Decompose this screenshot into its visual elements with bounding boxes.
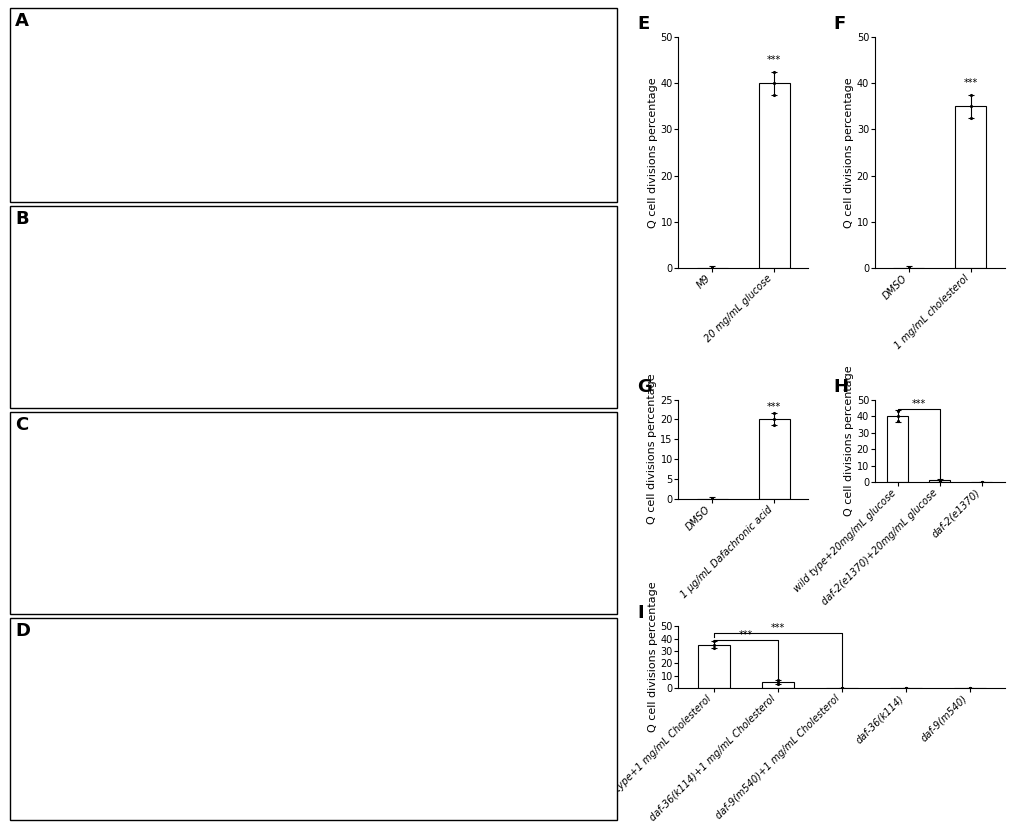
Y-axis label: Q cell divisions percentage: Q cell divisions percentage bbox=[647, 374, 657, 524]
Bar bbox=[697, 644, 729, 688]
Y-axis label: Q cell divisions percentage: Q cell divisions percentage bbox=[647, 582, 657, 733]
Bar bbox=[928, 480, 950, 482]
Text: A: A bbox=[15, 12, 30, 30]
Text: ***: *** bbox=[963, 77, 977, 88]
Bar bbox=[758, 83, 789, 268]
Text: ***: *** bbox=[766, 401, 781, 411]
Bar bbox=[887, 416, 907, 482]
Bar bbox=[761, 682, 793, 688]
Text: ***: *** bbox=[738, 630, 752, 640]
Text: G: G bbox=[637, 377, 652, 396]
Text: ***: *** bbox=[766, 54, 781, 65]
Text: H: H bbox=[834, 377, 848, 396]
Text: I: I bbox=[637, 604, 643, 622]
Text: ***: *** bbox=[911, 399, 925, 409]
Bar bbox=[954, 106, 985, 268]
Y-axis label: Q cell divisions percentage: Q cell divisions percentage bbox=[843, 77, 853, 227]
Text: F: F bbox=[834, 15, 846, 33]
Text: ***: *** bbox=[769, 623, 784, 633]
Text: B: B bbox=[15, 210, 29, 228]
Text: C: C bbox=[15, 416, 29, 434]
Text: E: E bbox=[637, 15, 649, 33]
Y-axis label: Q cell divisions percentage: Q cell divisions percentage bbox=[843, 366, 853, 516]
Bar bbox=[758, 419, 789, 499]
Y-axis label: Q cell divisions percentage: Q cell divisions percentage bbox=[647, 77, 657, 227]
Text: D: D bbox=[15, 622, 31, 640]
